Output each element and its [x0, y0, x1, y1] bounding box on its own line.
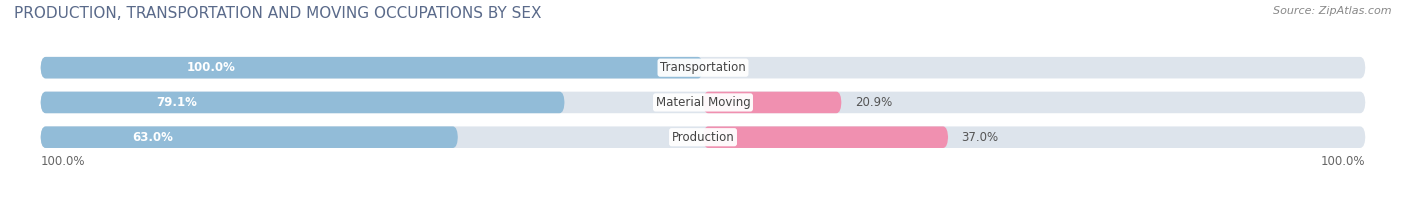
FancyBboxPatch shape — [41, 57, 703, 78]
Text: 63.0%: 63.0% — [132, 131, 173, 144]
FancyBboxPatch shape — [41, 92, 1365, 113]
FancyBboxPatch shape — [703, 126, 948, 148]
FancyBboxPatch shape — [41, 92, 565, 113]
Text: 37.0%: 37.0% — [962, 131, 998, 144]
Text: 100.0%: 100.0% — [41, 155, 84, 168]
Text: Production: Production — [672, 131, 734, 144]
Text: 79.1%: 79.1% — [156, 96, 197, 109]
Text: 20.9%: 20.9% — [855, 96, 891, 109]
Text: 100.0%: 100.0% — [187, 61, 235, 74]
Text: 100.0%: 100.0% — [1322, 155, 1365, 168]
FancyBboxPatch shape — [41, 57, 1365, 78]
FancyBboxPatch shape — [41, 126, 1365, 148]
FancyBboxPatch shape — [703, 92, 841, 113]
Text: PRODUCTION, TRANSPORTATION AND MOVING OCCUPATIONS BY SEX: PRODUCTION, TRANSPORTATION AND MOVING OC… — [14, 6, 541, 21]
Text: Transportation: Transportation — [661, 61, 745, 74]
Text: Material Moving: Material Moving — [655, 96, 751, 109]
FancyBboxPatch shape — [41, 126, 458, 148]
Text: Source: ZipAtlas.com: Source: ZipAtlas.com — [1274, 6, 1392, 16]
